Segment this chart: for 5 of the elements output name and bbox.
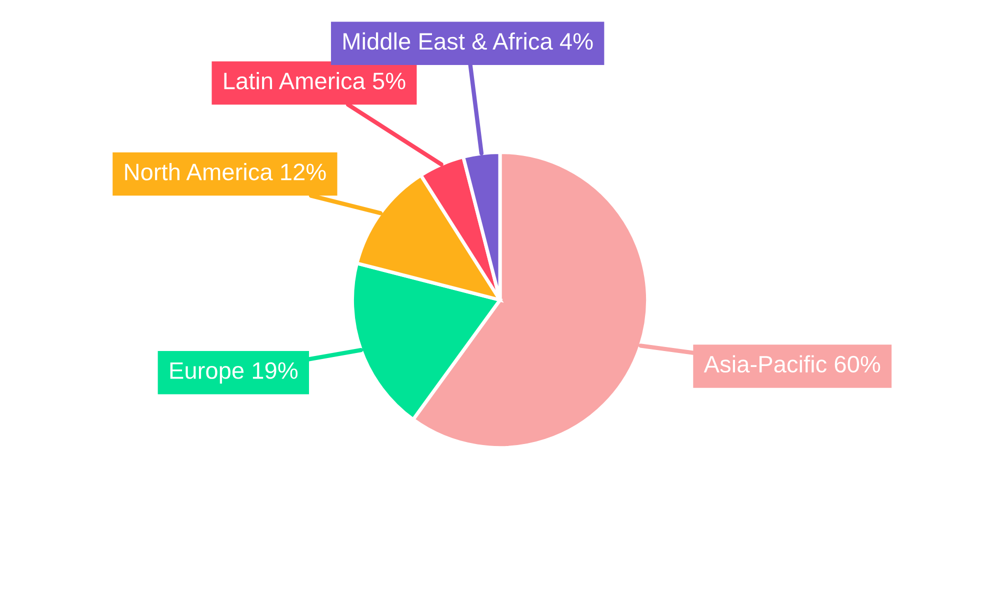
slice-label: North America 12% xyxy=(125,163,326,180)
slice-label: Middle East & Africa 4% xyxy=(344,32,593,50)
slice-label: Asia-Pacific 60% xyxy=(704,355,880,373)
slice-label: Europe 19% xyxy=(170,362,298,384)
slice-label: Latin America 5% xyxy=(224,72,406,90)
